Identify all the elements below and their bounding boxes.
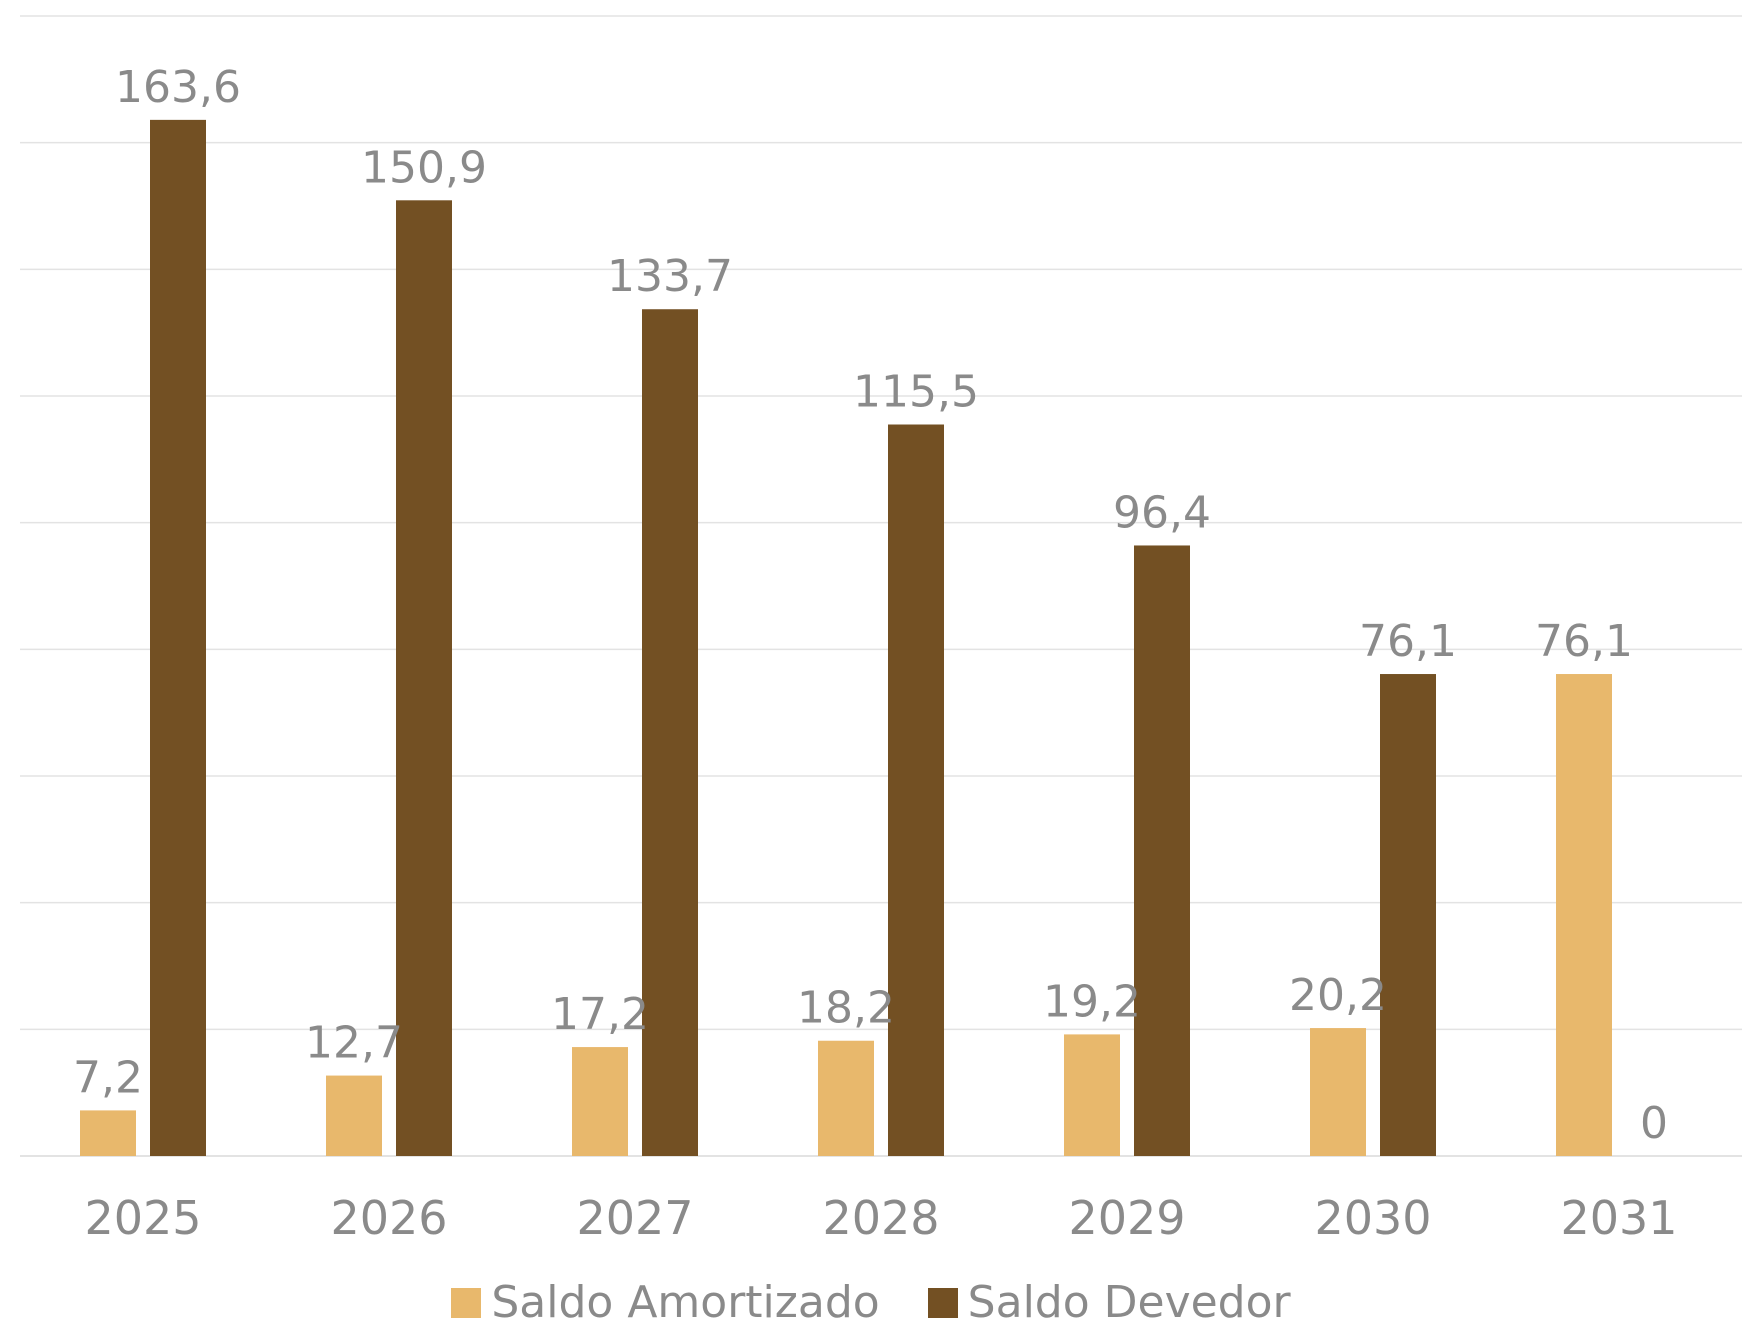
legend-item-amortizado: Saldo Amortizado xyxy=(451,1277,880,1328)
legend-swatch-devedor xyxy=(927,1288,958,1318)
x-axis-ticks: 2025 2026 2027 2028 2029 2030 2031 xyxy=(84,1191,1677,1245)
data-label-amortizado-2030: 20,2 xyxy=(1289,970,1387,1021)
legend: Saldo Amortizado Saldo Devedor xyxy=(0,1278,1742,1328)
data-label-devedor-2031: 0 xyxy=(1640,1098,1668,1149)
data-label-amortizado-2026: 12,7 xyxy=(305,1018,403,1069)
x-tick-2026: 2026 xyxy=(330,1191,447,1245)
data-label-amortizado-2027: 17,2 xyxy=(551,989,649,1040)
data-label-devedor-2028: 115,5 xyxy=(853,367,979,418)
bar-devedor-2029 xyxy=(1134,545,1190,1156)
x-tick-2031: 2031 xyxy=(1560,1191,1677,1245)
bar-devedor-2028 xyxy=(888,424,944,1156)
legend-item-devedor: Saldo Devedor xyxy=(927,1277,1291,1328)
bar-amortizado-2026 xyxy=(326,1075,382,1156)
data-label-devedor-2030: 76,1 xyxy=(1359,616,1457,667)
bar-amortizado-2028 xyxy=(818,1040,874,1156)
x-tick-2027: 2027 xyxy=(576,1191,693,1245)
data-label-devedor-2025: 163,6 xyxy=(115,62,241,113)
bar-devedor-2025 xyxy=(150,119,206,1156)
data-label-devedor-2026: 150,9 xyxy=(361,142,487,193)
data-label-amortizado-2031: 76,1 xyxy=(1535,616,1633,667)
data-label-amortizado-2028: 18,2 xyxy=(797,983,895,1034)
bar-devedor-2027 xyxy=(642,309,698,1156)
bar-amortizado-2029 xyxy=(1064,1034,1120,1156)
x-tick-2028: 2028 xyxy=(822,1191,939,1245)
bar-amortizado-2027 xyxy=(572,1047,628,1156)
gridlines xyxy=(20,15,1742,1157)
x-tick-2029: 2029 xyxy=(1068,1191,1185,1245)
data-label-amortizado-2029: 19,2 xyxy=(1043,976,1141,1027)
x-tick-2030: 2030 xyxy=(1314,1191,1431,1245)
x-tick-2025: 2025 xyxy=(84,1191,201,1245)
bar-devedor-2026 xyxy=(396,200,452,1157)
legend-label-amortizado: Saldo Amortizado xyxy=(491,1277,880,1328)
legend-label-devedor: Saldo Devedor xyxy=(967,1277,1291,1328)
data-labels: 7,2 163,6 12,7 150,9 17,2 133,7 18,2 115,5 19,2 9… xyxy=(73,62,1668,1149)
bar-amortizado-2030 xyxy=(1310,1028,1366,1156)
data-label-devedor-2029: 96,4 xyxy=(1113,487,1211,538)
bar-amortizado-2031 xyxy=(1556,674,1612,1156)
legend-swatch-amortizado xyxy=(451,1288,482,1318)
data-label-amortizado-2025: 7,2 xyxy=(73,1052,143,1103)
bar-chart: 7,2 163,6 12,7 150,9 17,2 133,7 18,2 115,5 19,2 9… xyxy=(20,15,1742,1245)
data-label-devedor-2027: 133,7 xyxy=(607,251,733,302)
bar-amortizado-2025 xyxy=(80,1110,136,1156)
bars xyxy=(80,119,1612,1157)
bar-devedor-2030 xyxy=(1380,674,1436,1156)
